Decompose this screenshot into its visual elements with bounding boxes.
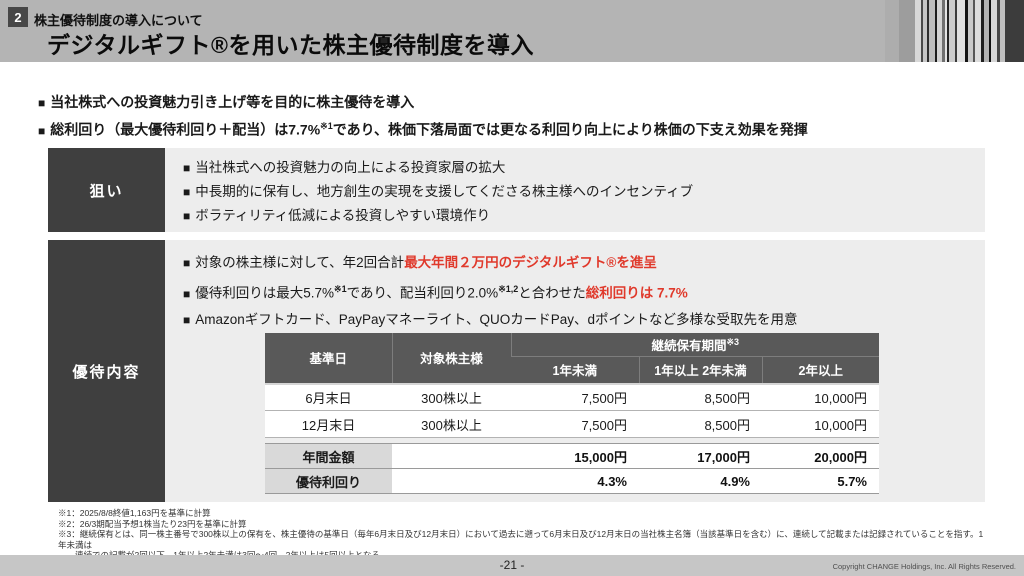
bullet-icon: ■ xyxy=(38,123,46,138)
highlight-red: 総利回りは 7.7% xyxy=(585,285,688,301)
bullet-icon: ■ xyxy=(183,312,191,327)
footer-band: -21 - Copyright CHANGE Holdings, Inc. Al… xyxy=(0,555,1024,576)
benefit-bullet-1: ■ 対象の株主様に対して、年2回合計最大年間２万円のデジタルギフト®を進呈 xyxy=(183,255,657,270)
summary-label: 年間金額 xyxy=(265,443,392,469)
benefit-content: ■ 対象の株主様に対して、年2回合計最大年間２万円のデジタルギフト®を進呈 ■ 優待… xyxy=(165,240,985,502)
table-row: 12月末日 300株以上 7,500円 8,500円 10,000円 xyxy=(265,410,880,438)
benefit-label: 優待内容 xyxy=(48,240,165,502)
bullet-icon: ■ xyxy=(183,185,191,199)
summary-value: 5.7% xyxy=(762,468,879,494)
bullet-icon: ■ xyxy=(38,96,46,110)
col-header-over-2y: 2年以上 xyxy=(761,356,880,384)
cell-value: 10,000円 xyxy=(762,382,880,411)
col-header-under-1y: 1年未満 xyxy=(511,356,639,384)
footnote-ref: ※1,2 xyxy=(498,284,519,294)
summary-value: 15,000円 xyxy=(511,443,639,469)
benefit-section: 優待内容 ■ 対象の株主様に対して、年2回合計最大年間２万円のデジタルギフト®を進… xyxy=(48,240,985,502)
summary-value: 20,000円 xyxy=(762,443,879,469)
intro-bullet-1: ■ 当社株式への投資魅力引き上げ等を目的に株主優待を導入 xyxy=(38,94,415,110)
cell-value: 7,500円 xyxy=(511,410,639,438)
section-label: 株主優待制度の導入について xyxy=(34,13,203,28)
footnote-1: ※1：2025/8/8終値1,163円を基準に計算 xyxy=(58,508,211,518)
aim-section: 狙い ■ 当社株式への投資魅力の向上による投資家層の拡大 ■ 中長期的に保有し、地方… xyxy=(48,148,985,232)
footnotes: ※1：2025/8/8終値1,163円を基準に計算 ※2：26/3期配当予想1株… xyxy=(58,508,988,561)
benefit-table: 基準日 対象株主様 継続保有期間※3 1年未満 1年以上 2年未満 2年以上 6… xyxy=(265,332,880,438)
col-header-1y-to-2y: 1年以上 2年未満 xyxy=(638,356,762,384)
highlight-red: 最大年間２万円のデジタルギフト®を進呈 xyxy=(404,255,657,270)
footnote-3: ※3：継続保有とは、同一株主番号で300株以上の保有を、株主優待の基準日（毎年6… xyxy=(58,529,984,550)
page-number: -21 - xyxy=(499,558,525,572)
summary-empty-cell xyxy=(392,468,511,494)
cell-date: 12月末日 xyxy=(265,410,392,438)
cell-value: 10,000円 xyxy=(762,410,880,438)
footnote-ref: ※1 xyxy=(334,284,347,294)
aim-label: 狙い xyxy=(48,148,165,232)
aim-bullet-3: ■ ボラティリティ低減による投資しやすい環境作り xyxy=(183,208,491,223)
summary-row-annual-amount: 年間金額 15,000円 17,000円 20,000円 xyxy=(265,443,879,469)
summary-value: 4.3% xyxy=(511,468,639,494)
aim-bullet-1: ■ 当社株式への投資魅力の向上による投資家層の拡大 xyxy=(183,160,506,175)
footnote-ref: ※3 xyxy=(726,336,740,347)
cell-shares: 300株以上 xyxy=(392,410,511,438)
col-header-holding-period: 継続保有期間※3 xyxy=(510,332,880,357)
bullet-icon: ■ xyxy=(183,209,191,223)
cell-shares: 300株以上 xyxy=(392,382,511,411)
cell-value: 8,500円 xyxy=(639,410,762,438)
copyright-text: Copyright CHANGE Holdings, Inc. All Righ… xyxy=(832,562,1016,571)
page-title: デジタルギフト®を用いた株主優待制度を導入 xyxy=(47,32,534,58)
intro-bullet-2: ■ 総利回り（最大優待利回り＋配当）は7.7%※1であり、株価下落局面では更なる利… xyxy=(38,121,808,138)
footnote-2: ※2：26/3期配当予想1株当たり23円を基準に計算 xyxy=(58,518,247,529)
table-row: 6月末日 300株以上 7,500円 8,500円 10,000円 xyxy=(265,382,880,411)
cell-value: 8,500円 xyxy=(639,382,762,411)
summary-label: 優待利回り xyxy=(265,468,392,494)
aim-bullet-2: ■ 中長期的に保有し、地方創生の実現を支援してくださる株主様へのインセンティブ xyxy=(183,184,694,199)
summary-row-yield: 優待利回り 4.3% 4.9% 5.7% xyxy=(265,468,879,494)
summary-value: 17,000円 xyxy=(639,443,762,469)
col-header-record-date: 基準日 xyxy=(265,332,392,384)
benefit-bullet-3: ■ Amazonギフトカード、PayPayマネーライト、QUOカードPay、dポイ… xyxy=(183,311,798,327)
cell-value: 7,500円 xyxy=(511,382,639,411)
summary-value: 4.9% xyxy=(639,468,762,494)
header-band: 2 株主優待制度の導入について デジタルギフト®を用いた株主優待制度を導入 xyxy=(0,0,1024,62)
intro-bullets: ■ 当社株式への投資魅力引き上げ等を目的に株主優待を導入 ■ 総利回り（最大優待利回… xyxy=(38,91,808,143)
summary-table: 年間金額 15,000円 17,000円 20,000円 優待利回り 4.3% … xyxy=(265,443,879,494)
bullet-icon: ■ xyxy=(183,161,191,175)
barcode-decoration xyxy=(885,0,1024,62)
benefit-bullet-2: ■ 優待利回りは最大5.7%※1であり、配当利回り2.0%※1,2と合わせた総利回… xyxy=(183,284,688,301)
summary-empty-cell xyxy=(392,443,511,469)
footnote-ref: ※1 xyxy=(320,121,333,131)
cell-date: 6月末日 xyxy=(265,382,392,411)
bullet-icon: ■ xyxy=(183,256,191,270)
aim-content: ■ 当社株式への投資魅力の向上による投資家層の拡大 ■ 中長期的に保有し、地方創生の… xyxy=(165,148,985,232)
col-header-shareholders: 対象株主様 xyxy=(391,332,511,384)
bullet-icon: ■ xyxy=(183,286,191,301)
section-number-badge: 2 xyxy=(8,7,28,27)
